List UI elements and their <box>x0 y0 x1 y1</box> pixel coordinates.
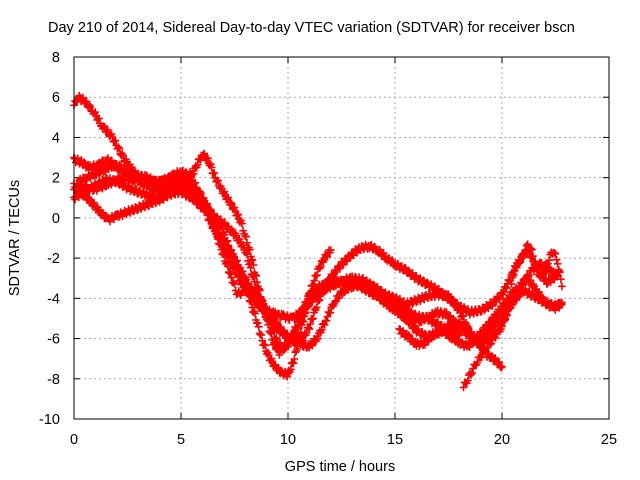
x-tick-label: 5 <box>177 432 185 448</box>
y-tick-label: -4 <box>47 291 60 307</box>
y-tick-label: -6 <box>47 332 60 348</box>
x-tick-label: 10 <box>280 432 296 448</box>
y-tick-label: 0 <box>52 211 60 227</box>
x-tick-label: 15 <box>387 432 403 448</box>
x-tick-label: 25 <box>601 432 617 448</box>
series-markers <box>459 240 566 392</box>
y-tick-label: 2 <box>52 171 60 187</box>
series-track-h <box>395 274 566 351</box>
y-tick-label: -10 <box>39 412 60 428</box>
y-tick-label: 6 <box>52 90 60 106</box>
y-tick-label: 8 <box>52 50 60 66</box>
chart-title: Day 210 of 2014, Sidereal Day-to-day VTE… <box>48 20 575 36</box>
y-tick-label: 4 <box>52 130 60 146</box>
x-tick-label: 0 <box>70 432 78 448</box>
x-axis-label: GPS time / hours <box>285 459 395 475</box>
y-axis-label: SDTVAR / TECUs <box>7 180 23 296</box>
plot-frame <box>73 56 610 420</box>
x-tick-label: 20 <box>494 432 510 448</box>
grid <box>74 57 609 419</box>
y-tick-label: -8 <box>47 372 60 388</box>
series-markers <box>395 274 566 351</box>
series-track-g <box>459 240 566 392</box>
y-tick-label: -2 <box>47 251 60 267</box>
